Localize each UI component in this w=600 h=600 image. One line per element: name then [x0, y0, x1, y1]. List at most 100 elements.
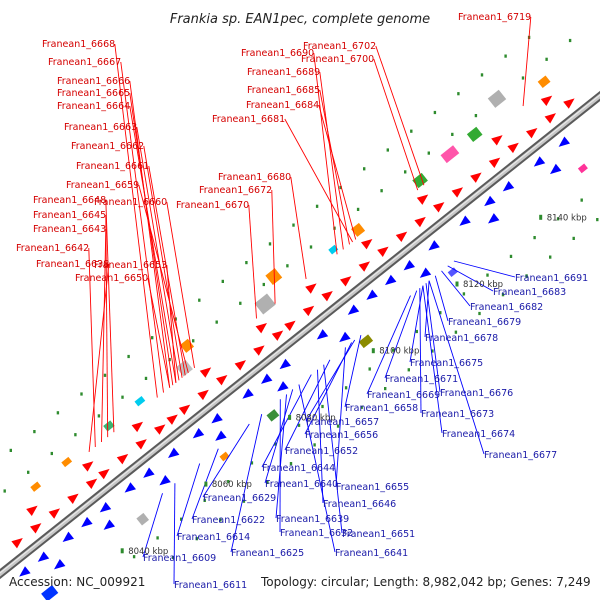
- scale-tick-mark: [288, 414, 292, 420]
- guide-dot: [545, 57, 548, 61]
- leader-line: [434, 275, 449, 322]
- forward-gene-label: Franean1_6648: [33, 195, 106, 206]
- forward-gene-arrow: [67, 493, 79, 504]
- reverse-gene-arrow: [549, 163, 562, 175]
- guide-dot: [289, 462, 293, 466]
- guide-dot: [195, 537, 198, 541]
- guide-dot: [221, 279, 224, 283]
- leader-line: [147, 277, 171, 388]
- forward-gene-label: Franean1_6645: [33, 210, 106, 221]
- forward-gene-arrow: [563, 98, 575, 109]
- forward-gene-arrow: [234, 360, 247, 371]
- forward-gene-arrow: [491, 135, 503, 146]
- guide-dot: [415, 329, 418, 334]
- reverse-gene-label: Franean1_6676: [440, 388, 513, 399]
- guide-dot: [431, 349, 434, 353]
- guide-dot: [556, 217, 560, 221]
- leader-line: [105, 199, 115, 433]
- guide-dot: [360, 405, 363, 409]
- guide-dot: [203, 498, 206, 502]
- forward-gene-arrow: [116, 453, 129, 465]
- reverse-gene-arrow: [81, 516, 93, 528]
- leader-line: [136, 126, 180, 381]
- forward-gene-label: Franean1_6681: [212, 114, 285, 125]
- leader-line: [298, 384, 336, 553]
- scale-tick-label: 8140 kbp: [547, 213, 587, 223]
- reverse-gene-label: Franean1_6625: [231, 548, 304, 559]
- forward-gene-label: Franean1_6653: [94, 260, 167, 271]
- reverse-gene-arrow: [487, 213, 500, 224]
- leader-line: [176, 463, 201, 537]
- accession-text: Accession: NC_009921: [9, 575, 145, 589]
- reverse-gene-arrow: [242, 388, 254, 399]
- reverse-gene-arrow: [339, 331, 351, 343]
- leader-line: [284, 118, 353, 243]
- guide-dot: [172, 555, 175, 560]
- leader-line: [166, 201, 195, 368]
- guide-dot: [596, 218, 599, 222]
- leader-line: [428, 280, 485, 455]
- forward-gene-arrow: [339, 276, 352, 287]
- guide-dot: [103, 373, 107, 377]
- leader-line: [344, 335, 362, 408]
- reverse-gene-label: Franean1_6678: [425, 333, 498, 344]
- forward-gene-arrow: [540, 95, 553, 107]
- leader-line: [173, 483, 176, 585]
- leader-line: [453, 260, 516, 278]
- guide-dot: [549, 255, 552, 259]
- guide-dot: [309, 245, 313, 249]
- guide-dot: [486, 273, 489, 277]
- guide-dot: [9, 448, 12, 452]
- forward-gene-arrow: [11, 537, 23, 549]
- guide-dot: [568, 38, 572, 43]
- leader-line: [304, 342, 353, 435]
- leader-line: [166, 264, 177, 383]
- reverse-gene-arrow: [211, 413, 223, 424]
- label-leader-layer: [88, 16, 532, 585]
- forward-gene-arrow: [360, 238, 373, 250]
- leader-line: [248, 204, 257, 319]
- guide-dot: [27, 470, 30, 474]
- scale-tick-label: 8040 kbp: [128, 547, 168, 557]
- guide-dot: [504, 54, 507, 58]
- reverse-gene-arrow: [558, 136, 571, 147]
- guide-dot: [180, 517, 183, 521]
- guide-dot: [286, 264, 289, 268]
- guide-dot: [97, 414, 101, 418]
- guide-dot: [121, 395, 124, 399]
- reverse-gene-label: Franean1_6611: [174, 580, 247, 591]
- forward-gene-label: Franean1_6661: [76, 161, 149, 172]
- guide-dot: [392, 348, 395, 352]
- reverse-gene-arrow: [428, 240, 440, 251]
- reverse-gene-label: Franean1_6629: [203, 493, 276, 504]
- forward-gene-arrow: [377, 246, 389, 257]
- scale-tick-label: 8060 kbp: [212, 480, 252, 490]
- reverse-gene-label: Franean1_6614: [177, 532, 250, 543]
- leader-line: [88, 263, 110, 452]
- forward-gene-arrow: [488, 157, 501, 168]
- guide-dot: [3, 489, 6, 493]
- reverse-gene-arrow: [347, 304, 360, 315]
- forward-gene-label: Franean1_6670: [176, 200, 249, 211]
- forward-gene-arrow: [321, 290, 333, 302]
- guide-dot: [336, 424, 340, 428]
- reverse-gene-label: Franean1_6609: [143, 553, 216, 564]
- reverse-gene-arrow: [99, 502, 112, 513]
- guide-dot: [56, 411, 60, 415]
- guide-dot: [80, 392, 83, 396]
- forward-gene-label: Franean1_6662: [71, 141, 144, 152]
- feature-block: [41, 585, 59, 600]
- guide-dot: [250, 461, 254, 465]
- guide-dot: [321, 404, 324, 409]
- feature-block: [30, 481, 42, 492]
- guide-dot: [315, 204, 319, 208]
- forward-gene-arrow: [197, 389, 209, 401]
- forward-gene-arrow: [255, 322, 268, 334]
- guide-dot: [74, 433, 77, 437]
- guide-dot: [339, 185, 342, 190]
- leader-line: [335, 347, 346, 487]
- guide-dot: [219, 518, 222, 522]
- reverse-gene-label: Franean1_6656: [305, 430, 378, 441]
